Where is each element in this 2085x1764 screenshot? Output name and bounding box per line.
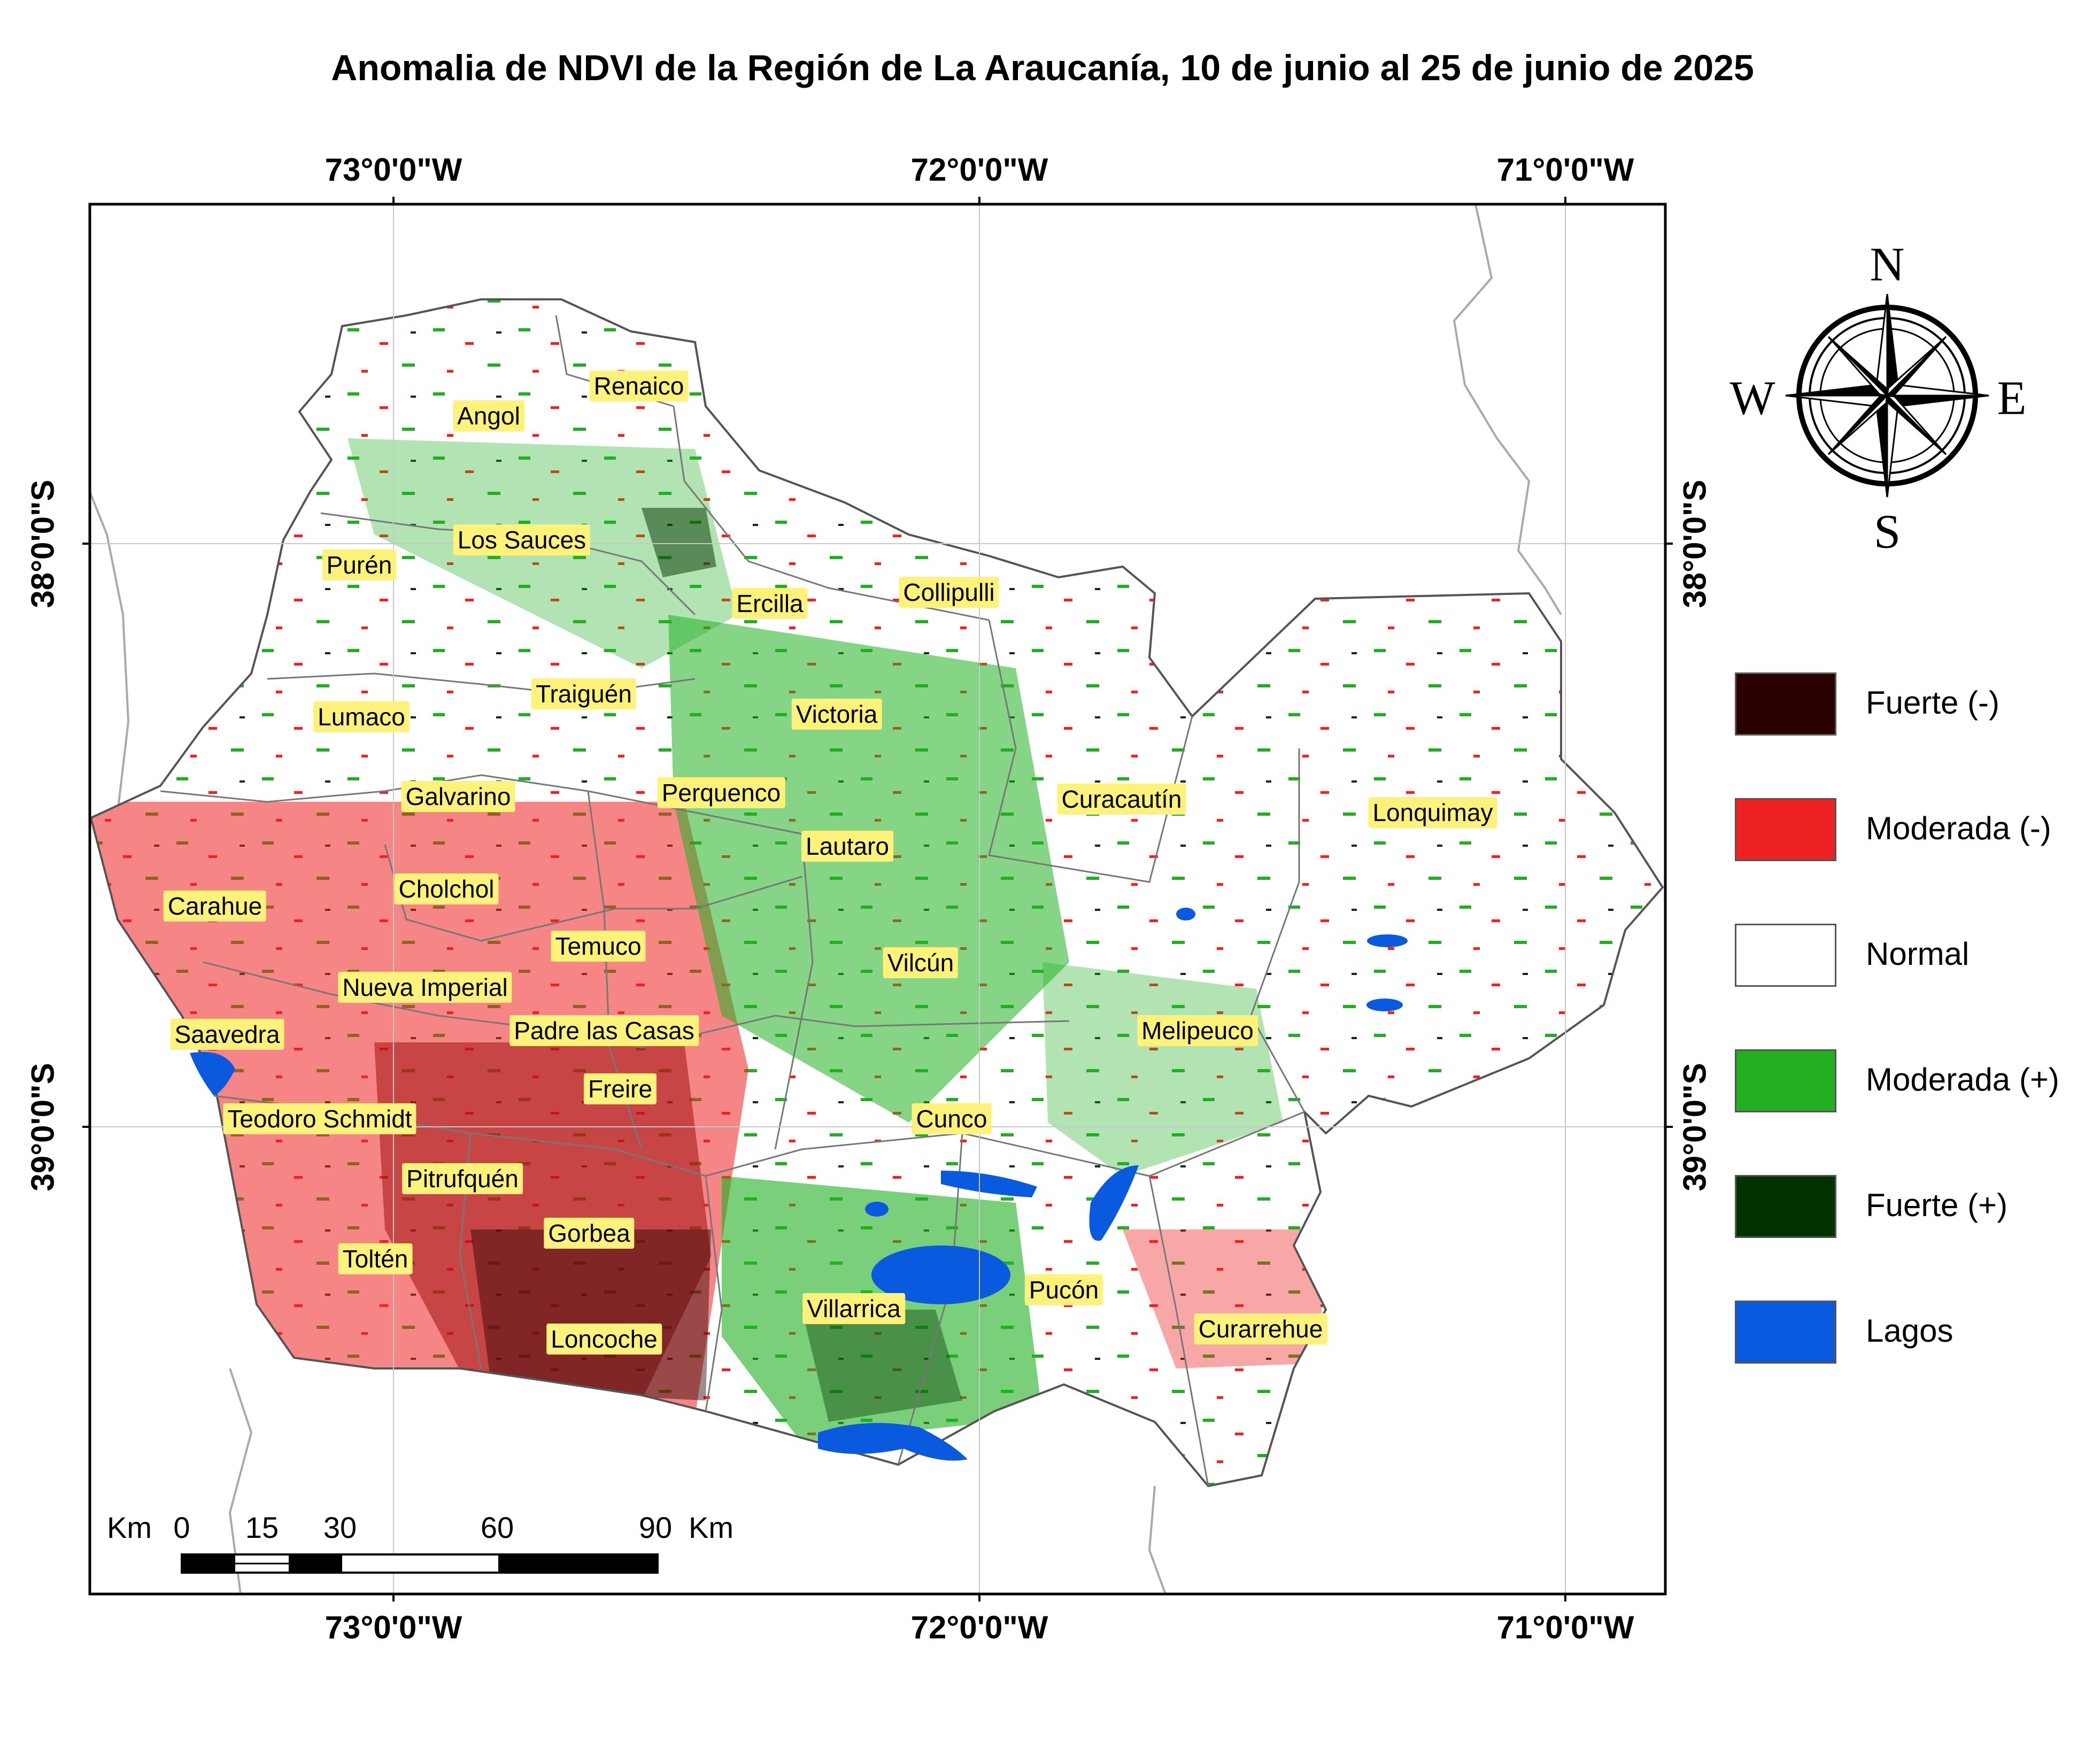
lon-label-top-73: 73°0'0"W: [325, 152, 462, 188]
place-label-freire: Freire: [583, 1073, 657, 1104]
lake-icalma: [1366, 999, 1403, 1011]
lakes: [190, 908, 1408, 1461]
place-label-pitrufquen: Pitrufquén: [402, 1163, 523, 1194]
legend-label: Fuerte (-): [1866, 685, 2000, 721]
place-label-nueva-imperial: Nueva Imperial: [338, 972, 512, 1003]
compass-rose: [1785, 293, 1989, 498]
legend-item-moderada-neg: Moderada (-): [1735, 798, 2077, 862]
place-label-villarrica: Villarrica: [802, 1293, 905, 1324]
place-label-collipulli: Collipulli: [899, 577, 999, 608]
ndvi-raster: [91, 299, 1663, 1486]
place-label-melipeuco: Melipeuco: [1137, 1015, 1258, 1046]
lake-budi: [190, 1052, 235, 1096]
place-label-carahue: Carahue: [163, 891, 267, 922]
place-label-curacautin: Curacautín: [1057, 784, 1186, 815]
legend-item-moderada-pos: Moderada (+): [1735, 1049, 2077, 1113]
place-label-lumaco: Lumaco: [313, 701, 410, 732]
compass-north-label: N: [1870, 238, 1905, 291]
legend-swatch: [1735, 672, 1836, 736]
graticule: [90, 204, 1665, 1594]
compass-east-label: E: [1997, 372, 2027, 425]
scale-tick-label: 15: [245, 1511, 279, 1544]
place-label-perquenco: Perquenco: [657, 777, 785, 808]
place-label-curarrehue: Curarrehue: [1194, 1313, 1327, 1344]
map-title: Anomalia de NDVI de la Región de La Arau…: [331, 48, 1754, 88]
scale-tick-label: 0: [173, 1511, 190, 1544]
place-label-angol: Angol: [453, 400, 524, 431]
place-label-ercilla: Ercilla: [732, 588, 808, 619]
map-frame: [88, 203, 1667, 1596]
place-label-saavedra: Saavedra: [170, 1019, 284, 1050]
legend-label: Fuerte (+): [1866, 1187, 2008, 1223]
scale-bar: [181, 1553, 659, 1574]
place-label-traiguen: Traiguén: [531, 678, 636, 709]
lat-label-left-39: 39°0'0"S: [25, 1063, 61, 1192]
place-label-los-sauces: Los Sauces: [453, 524, 591, 555]
place-label-gorbea: Gorbea: [544, 1218, 635, 1249]
place-label-loncoche: Loncoche: [546, 1324, 662, 1355]
legend-item-lagos: Lagos: [1735, 1301, 2077, 1365]
scale-unit-right: Km: [689, 1511, 733, 1544]
legend-label: Moderada (-): [1866, 810, 2051, 846]
scale-tick-label: 30: [323, 1511, 357, 1544]
place-label-lonquimay: Lonquimay: [1368, 797, 1497, 828]
legend-label: Lagos: [1866, 1313, 1953, 1349]
legend-swatch: [1735, 1301, 1836, 1364]
place-label-vilcun: Vilcún: [883, 947, 959, 978]
place-label-renaico: Renaico: [589, 370, 689, 401]
scale-unit-left: Km: [107, 1511, 152, 1544]
scale-tick-label: 60: [480, 1511, 514, 1544]
legend-item-fuerte-pos: Fuerte (+): [1735, 1175, 2077, 1239]
lake-caburgua: [1089, 1165, 1139, 1241]
legend-item-fuerte-neg: Fuerte (-): [1735, 672, 2077, 737]
place-label-teodoro-schmidt: Teodoro Schmidt: [223, 1103, 416, 1134]
region-outline: [89, 298, 1664, 1488]
lake-small-1: [865, 1202, 889, 1217]
lake-small-2: [1176, 908, 1195, 920]
compass-west-label: W: [1729, 372, 1775, 425]
lake-villarrica: [871, 1245, 1010, 1304]
lon-label-bottom-73: 73°0'0"W: [325, 1610, 462, 1645]
place-label-pucon: Pucón: [1024, 1274, 1103, 1305]
lake-calafquen: [818, 1423, 968, 1461]
place-label-cunco: Cunco: [912, 1103, 992, 1134]
compass-south-label: S: [1873, 505, 1901, 559]
lon-label-top-72: 72°0'0"W: [910, 152, 1048, 188]
lake-galletue: [1367, 934, 1408, 947]
lat-label-right-38: 38°0'0"S: [1677, 479, 1713, 608]
lon-label-top-71: 71°0'0"W: [1496, 152, 1634, 188]
legend-item-normal: Normal: [1735, 924, 2077, 988]
place-label-galvarino: Galvarino: [401, 781, 515, 812]
lon-label-bottom-71: 71°0'0"W: [1496, 1610, 1634, 1645]
place-label-tolten: Toltén: [338, 1243, 413, 1274]
lake-colico: [941, 1171, 1037, 1197]
scale-tick-label: 90: [638, 1511, 673, 1544]
legend-label: Normal: [1866, 936, 1970, 972]
legend-swatch: [1735, 1049, 1836, 1112]
legend-label: Moderada (+): [1866, 1062, 2059, 1097]
legend-swatch: [1735, 1175, 1836, 1238]
legend-swatch: [1735, 924, 1836, 987]
legend-swatch: [1735, 798, 1836, 861]
place-label-padre-las-casas: Padre las Casas: [509, 1015, 699, 1046]
place-label-victoria: Victoria: [791, 699, 882, 730]
lon-label-bottom-72: 72°0'0"W: [910, 1610, 1048, 1645]
border-lines: [90, 204, 1562, 1594]
place-label-cholchol: Cholchol: [394, 873, 499, 904]
place-label-lautaro: Lautaro: [801, 831, 894, 862]
place-label-temuco: Temuco: [551, 931, 646, 962]
place-label-puren: Purén: [322, 550, 397, 581]
lat-label-right-39: 39°0'0"S: [1677, 1063, 1713, 1192]
lat-label-left-38: 38°0'0"S: [25, 479, 61, 608]
